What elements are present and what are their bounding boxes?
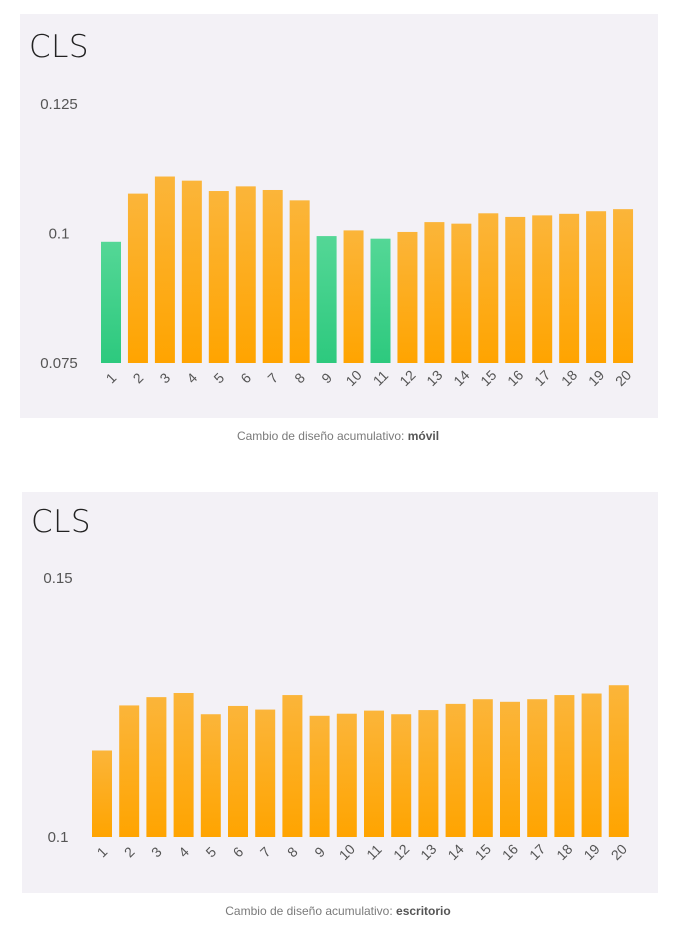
x-tick-label: 12 [390,841,412,863]
y-tick-label: 0.1 [48,829,69,846]
x-tick-label: 20 [608,841,630,863]
x-tick-label: 8 [284,843,301,860]
bar [505,216,526,363]
bar [418,710,439,837]
caption-text: Cambio de diseño acumulativo: [236,429,408,443]
x-tick-label: 10 [342,367,364,389]
x-tick-label: 2 [130,369,147,386]
x-tick-label: 7 [264,369,281,386]
x-tick-label: 9 [318,369,335,386]
bar [154,176,175,363]
caption-emphasis: escritorio [396,904,451,918]
chart-caption-mobile: Cambio de diseño acumulativo: móvil [0,429,676,443]
x-tick-label: 9 [311,843,328,860]
chart-panel-desktop: CLS 0.1 0.15 1 2 3 4 5 6 7 8 9 10 11 12 13 14 15 16 17 18 19… [22,492,658,893]
bar [228,705,248,837]
bar [608,685,629,837]
x-tick-label: 14 [444,841,466,863]
chart-title: CLS [31,504,92,540]
bar [445,703,466,837]
bar [316,236,337,363]
bar [208,191,229,363]
bar [289,200,310,363]
bar [451,223,472,363]
x-tick-label: 12 [396,367,418,389]
x-tick-label: 6 [237,369,254,386]
chart-caption-desktop: Cambio de diseño acumulativo: escritorio [0,904,676,918]
x-tick-label: 10 [336,841,358,863]
bar [554,695,575,837]
x-tick-label: 3 [156,369,173,386]
bar [282,695,303,837]
x-tick-label: 16 [499,841,521,863]
y-tick-label: 0.125 [40,96,78,113]
x-tick-label: 1 [94,843,111,860]
x-tick-label: 5 [210,369,227,386]
y-tick-label: 0.15 [43,570,72,587]
x-tick-label: 18 [558,367,580,389]
caption-emphasis: móvil [407,429,440,443]
x-tick-label: 2 [121,843,138,860]
x-tick-label: 11 [370,367,392,389]
bar [527,699,548,837]
bar [391,714,412,837]
bar [255,709,276,837]
bar-chart-desktop: 0.10.151 2 3 4 5 6 7 8 9 10 11 12 13 14 15 16 17 18 19 20 [43,570,630,863]
x-tick-label: 14 [450,367,472,389]
x-tick-label: 1 [103,369,120,386]
x-tick-label: 8 [291,369,308,386]
bar [559,213,580,363]
bar [370,238,391,363]
x-tick-label: 4 [183,369,200,386]
bar [173,692,194,837]
x-tick-label: 20 [612,367,634,389]
bar [262,189,283,363]
chart-title: CLS [29,29,90,65]
x-tick-label: 15 [477,367,499,389]
x-tick-label: 16 [504,367,526,389]
bar [586,211,607,363]
chart-panel-mobile: CLS 0.075 0.1 0.125 1 2 3 4 5 6 7 8 9 10 11 12 13 14 15 16… [20,14,658,418]
bar [119,705,140,837]
caption-text: Cambio de diseño acumulativo: [225,904,397,918]
bar [532,215,553,363]
bar [500,701,520,837]
bar [613,209,634,363]
bar [343,230,364,363]
bar [478,213,499,363]
x-tick-label: 7 [257,843,274,860]
x-tick-label: 5 [202,843,219,860]
bar [92,750,112,837]
x-tick-label: 13 [423,367,445,389]
x-tick-label: 13 [417,841,439,863]
bar [336,713,357,837]
x-tick-label: 4 [175,843,192,860]
bar [127,193,148,363]
bar [309,715,330,837]
x-tick-label: 19 [585,367,607,389]
x-tick-label: 17 [526,841,548,863]
x-tick-label: 3 [148,843,165,860]
bar [397,231,418,363]
bar [101,241,121,363]
x-tick-label: 15 [472,841,494,863]
bar [581,693,602,837]
y-tick-label: 0.1 [49,226,70,243]
x-tick-label: 6 [230,843,247,860]
bar [424,222,445,363]
x-tick-label: 19 [580,841,602,863]
x-tick-label: 17 [531,367,553,389]
y-tick-label: 0.075 [40,355,78,372]
bar [181,180,202,363]
x-tick-label: 11 [363,841,385,863]
bar [146,697,167,837]
bar [472,699,493,837]
bar [200,714,221,837]
bar [235,186,256,363]
x-tick-label: 18 [553,841,575,863]
bar [364,710,384,837]
